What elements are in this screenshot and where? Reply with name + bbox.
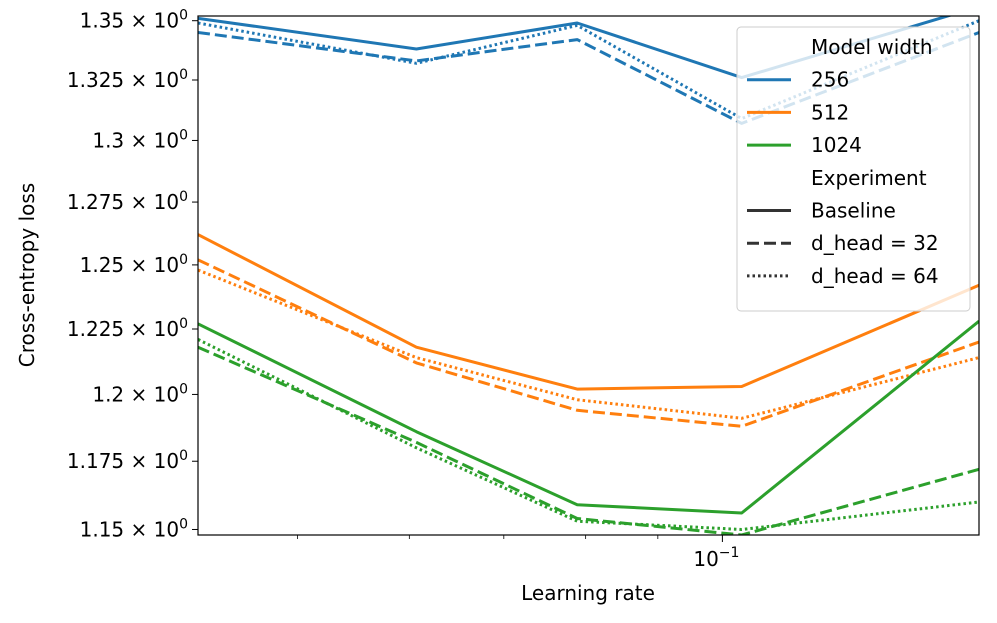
x-tick-label: 10−1 [693, 545, 739, 571]
y-tick-label: 1.15 × 100 [80, 516, 188, 541]
y-tick-label: 1.35 × 100 [80, 8, 188, 33]
y-tick-label: 1.3 × 100 [92, 127, 188, 152]
legend-box [736, 26, 971, 312]
y-tick-label: 1.225 × 100 [67, 316, 188, 341]
legend: Model width 256 512 1024 Experiment Baseline d… [736, 26, 971, 312]
y-tick-label: 1.275 × 100 [67, 189, 188, 214]
series-line-512-dotted [198, 268, 979, 420]
y-tick-label: 1.25 × 100 [80, 252, 188, 277]
y-axis-label: Cross-entropy loss [15, 183, 39, 367]
plot-frame [197, 15, 980, 536]
series-line-1024-solid [198, 320, 979, 515]
series-line-1024-dashed [198, 345, 979, 535]
legend-label: d_head = 64 [811, 264, 939, 288]
y-tick-label: 1.325 × 100 [67, 67, 188, 92]
legend-label: d_head = 32 [811, 231, 939, 255]
series-line-512-solid [198, 233, 979, 391]
legend-title: Model width [811, 35, 933, 59]
legend-label: 512 [811, 100, 849, 124]
legend-label: Baseline [811, 199, 896, 223]
y-tick-label: 1.175 × 100 [67, 448, 188, 473]
legend-title: Experiment [811, 166, 927, 190]
y-tick-label: 1.2 × 100 [92, 381, 188, 406]
legend-label: 256 [811, 68, 849, 92]
x-axis-label: Learning rate [521, 581, 655, 605]
series-line-512-dashed [198, 258, 979, 428]
legend-label: 1024 [811, 133, 862, 157]
